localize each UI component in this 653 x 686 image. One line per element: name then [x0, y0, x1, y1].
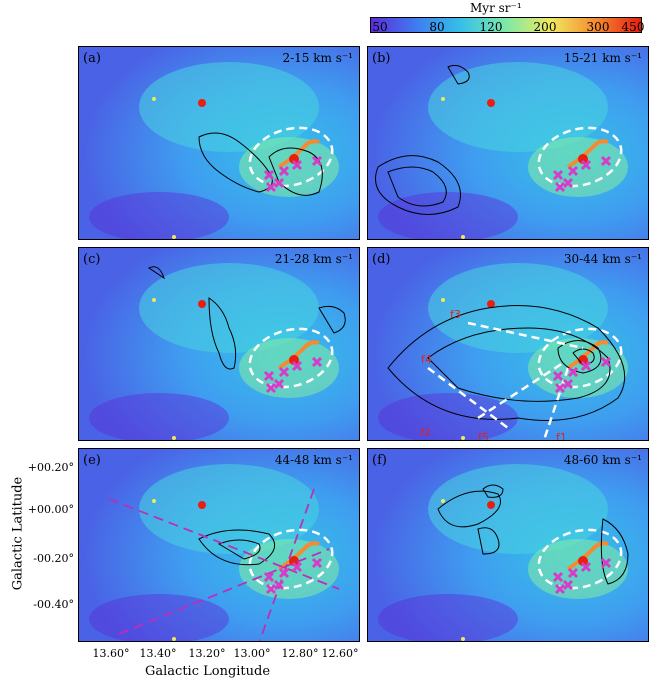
marker-x-icon	[562, 177, 574, 189]
marker-x-icon	[265, 181, 277, 193]
x-tick-label: 13.00°	[233, 647, 271, 660]
marker-x-icon	[265, 583, 277, 595]
marker-x-icon	[291, 159, 303, 171]
velocity-range: 30-44 km s⁻¹	[563, 252, 642, 266]
marker-x-icon	[263, 571, 275, 583]
marker-x-icon	[567, 366, 579, 378]
filament-label: f4	[421, 353, 432, 366]
panel-label: (f)	[372, 453, 387, 468]
marker-x-icon	[273, 579, 285, 591]
marker-x-icon	[263, 169, 275, 181]
x-tick-label: 12.80°	[281, 647, 319, 660]
map-panel: (b) 15-21 km s⁻¹	[367, 46, 649, 240]
velocity-range: 15-21 km s⁻¹	[563, 51, 642, 65]
colorbar-tick-label: 200	[533, 20, 557, 34]
velocity-range: 21-28 km s⁻¹	[274, 252, 353, 266]
marker-x-icon	[273, 177, 285, 189]
marker-x-icon	[552, 370, 564, 382]
x-tick-label: 13.40°	[139, 647, 177, 660]
x-tick-label: 12.60°	[321, 647, 359, 660]
colorbar	[370, 17, 642, 33]
marker-x-icon	[552, 571, 564, 583]
panel-label: (a)	[83, 51, 101, 66]
filament-label: f3	[450, 308, 461, 321]
map-panel: (e) 44-48 km s⁻¹	[78, 448, 360, 642]
marker-x-icon	[311, 356, 323, 368]
velocity-range: 48-60 km s⁻¹	[563, 453, 642, 467]
colorbar-tick-label: 300	[586, 20, 610, 34]
y-tick-label: -00.20°	[33, 552, 74, 565]
velocity-range: 2-15 km s⁻¹	[282, 51, 353, 65]
colorbar-tick-label: 450	[621, 20, 645, 34]
map-panel: (f) 48-60 km s⁻¹	[367, 448, 649, 642]
colorbar-tick-label: 50	[372, 20, 388, 34]
colorbar-unit-label: Myr sr⁻¹	[470, 1, 522, 15]
map-panel: (d) 30-44 km s⁻¹ f3 f4 f2 f5 f1	[367, 247, 649, 441]
marker-x-icon	[554, 583, 566, 595]
map-image	[368, 47, 648, 239]
marker-x-icon	[562, 579, 574, 591]
filament-label: f1	[556, 431, 567, 441]
colorbar-tick-label: 80	[429, 20, 445, 34]
marker-x-icon	[263, 370, 275, 382]
x-tick-label: 13.20°	[188, 647, 226, 660]
marker-x-icon	[600, 155, 612, 167]
marker-x-icon	[554, 382, 566, 394]
marker-x-icon	[600, 557, 612, 569]
x-tick-label: 13.60°	[92, 647, 130, 660]
marker-x-icon	[567, 165, 579, 177]
marker-x-icon	[265, 382, 277, 394]
map-panel: (c) 21-28 km s⁻¹	[78, 247, 360, 441]
map-image	[79, 449, 359, 641]
marker-x-icon	[273, 378, 285, 390]
marker-x-icon	[600, 356, 612, 368]
map-image	[368, 248, 648, 440]
marker-x-icon	[580, 360, 592, 372]
panel-label: (e)	[83, 453, 101, 468]
marker-x-icon	[554, 181, 566, 193]
map-panel: (a) 2-15 km s⁻¹	[78, 46, 360, 240]
marker-x-icon	[311, 557, 323, 569]
marker-x-icon	[580, 561, 592, 573]
marker-x-icon	[580, 159, 592, 171]
map-image	[368, 449, 648, 641]
y-tick-label: -00.40°	[33, 598, 74, 611]
filament-label: f5	[478, 431, 489, 441]
y-tick-label: +00.00°	[27, 503, 74, 516]
marker-x-icon	[278, 165, 290, 177]
x-axis-label: Galactic Longitude	[145, 664, 271, 679]
filament-label: f2	[420, 426, 431, 439]
panel-label: (c)	[83, 252, 101, 267]
marker-x-icon	[278, 567, 290, 579]
y-tick-label: +00.20°	[27, 461, 74, 474]
marker-x-icon	[567, 567, 579, 579]
marker-x-icon	[562, 378, 574, 390]
map-image	[79, 47, 359, 239]
panel-label: (b)	[372, 51, 391, 66]
velocity-range: 44-48 km s⁻¹	[274, 453, 353, 467]
marker-x-icon	[278, 366, 290, 378]
panel-label: (d)	[372, 252, 391, 267]
map-image	[79, 248, 359, 440]
marker-x-icon	[552, 169, 564, 181]
marker-x-icon	[291, 360, 303, 372]
colorbar-tick-label: 120	[479, 20, 503, 34]
marker-x-icon	[291, 561, 303, 573]
marker-x-icon	[311, 155, 323, 167]
y-axis-label: Galactic Latitude	[10, 476, 26, 591]
